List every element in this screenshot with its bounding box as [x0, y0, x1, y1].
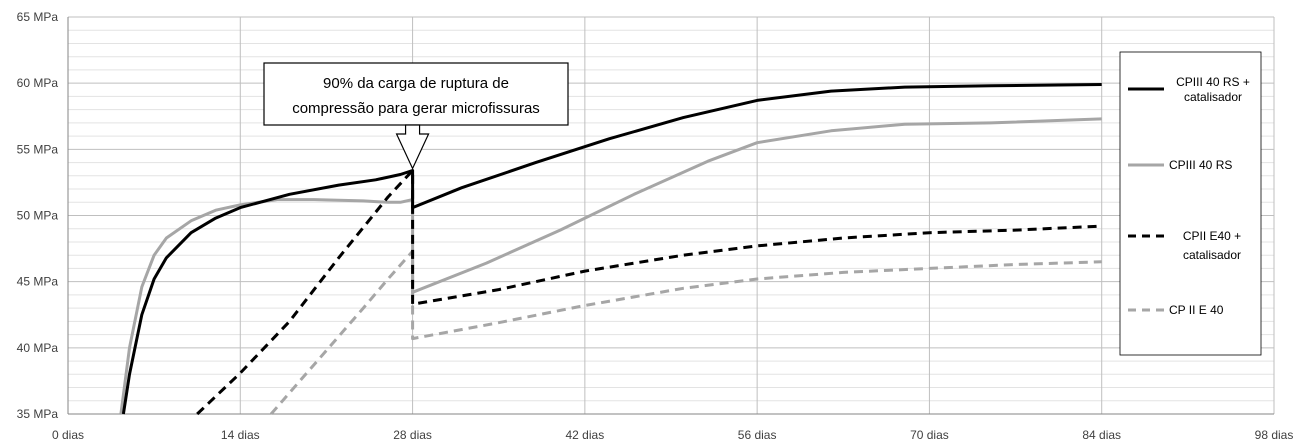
- x-tick-label: 98 dias: [1255, 428, 1294, 442]
- minor-gridlines: [68, 29, 1274, 402]
- x-axis-tick-labels: 0 dias 14 dias 28 dias 42 dias 56 dias 70 dia…: [52, 428, 1293, 442]
- legend-label-cpiii-rs-catalisador-line-2: catalisador: [1184, 90, 1242, 104]
- x-tick-label: 0 dias: [52, 428, 84, 442]
- x-tick-label: 14 dias: [221, 428, 260, 442]
- annotation-line-2: compressão para gerar microfissuras: [292, 100, 540, 117]
- y-tick-label: 50 MPa: [17, 209, 59, 223]
- annotation-line-1: 90% da carga de ruptura de: [323, 75, 509, 92]
- y-tick-label: 65 MPa: [17, 10, 59, 24]
- x-tick-label: 56 dias: [738, 428, 777, 442]
- legend-label-cpiii-rs: CPIII 40 RS: [1169, 158, 1232, 172]
- annotation-box: [263, 62, 569, 126]
- y-tick-label: 35 MPa: [17, 407, 59, 421]
- series-line-cpiii-40-rs: [119, 117, 1102, 415]
- axes: [67, 17, 1274, 415]
- y-tick-label: 55 MPa: [17, 142, 59, 156]
- annotation-callout: 90% da carga de ruptura de compressão pa…: [263, 62, 569, 170]
- legend-box: [1119, 51, 1262, 356]
- series-line-cpiii-40-rs-catalisador: [121, 83, 1102, 415]
- annotation-arrow: [395, 124, 430, 170]
- legend: CPIII 40 RS + catalisador CPIII 40 RS CP…: [1119, 51, 1262, 356]
- legend-label-cpii-e40-catalisador-line-1: CPII E40 +: [1183, 229, 1241, 243]
- legend-label-cp-ii-e-40: CP II E 40: [1169, 303, 1224, 317]
- x-tick-label: 70 dias: [910, 428, 949, 442]
- y-axis-tick-labels: 35 MPa 40 MPa 45 MPa 50 MPa 55 MPa 60 MPa 65 M…: [17, 10, 59, 421]
- legend-label-cpiii-rs-catalisador-line-1: CPIII 40 RS +: [1176, 75, 1250, 89]
- x-tick-label: 28 dias: [393, 428, 432, 442]
- y-tick-label: 60 MPa: [17, 76, 59, 90]
- y-tick-label: 40 MPa: [17, 341, 59, 355]
- series-line-cpii-e40-catalisador: [196, 169, 1102, 416]
- y-tick-label: 45 MPa: [17, 275, 59, 289]
- x-tick-label: 42 dias: [566, 428, 605, 442]
- series-lines: [119, 83, 1102, 416]
- series-line-cp-ii-e-40: [269, 249, 1102, 415]
- legend-label-cpii-e40-catalisador-line-2: catalisador: [1183, 248, 1241, 262]
- x-tick-label: 84 dias: [1082, 428, 1121, 442]
